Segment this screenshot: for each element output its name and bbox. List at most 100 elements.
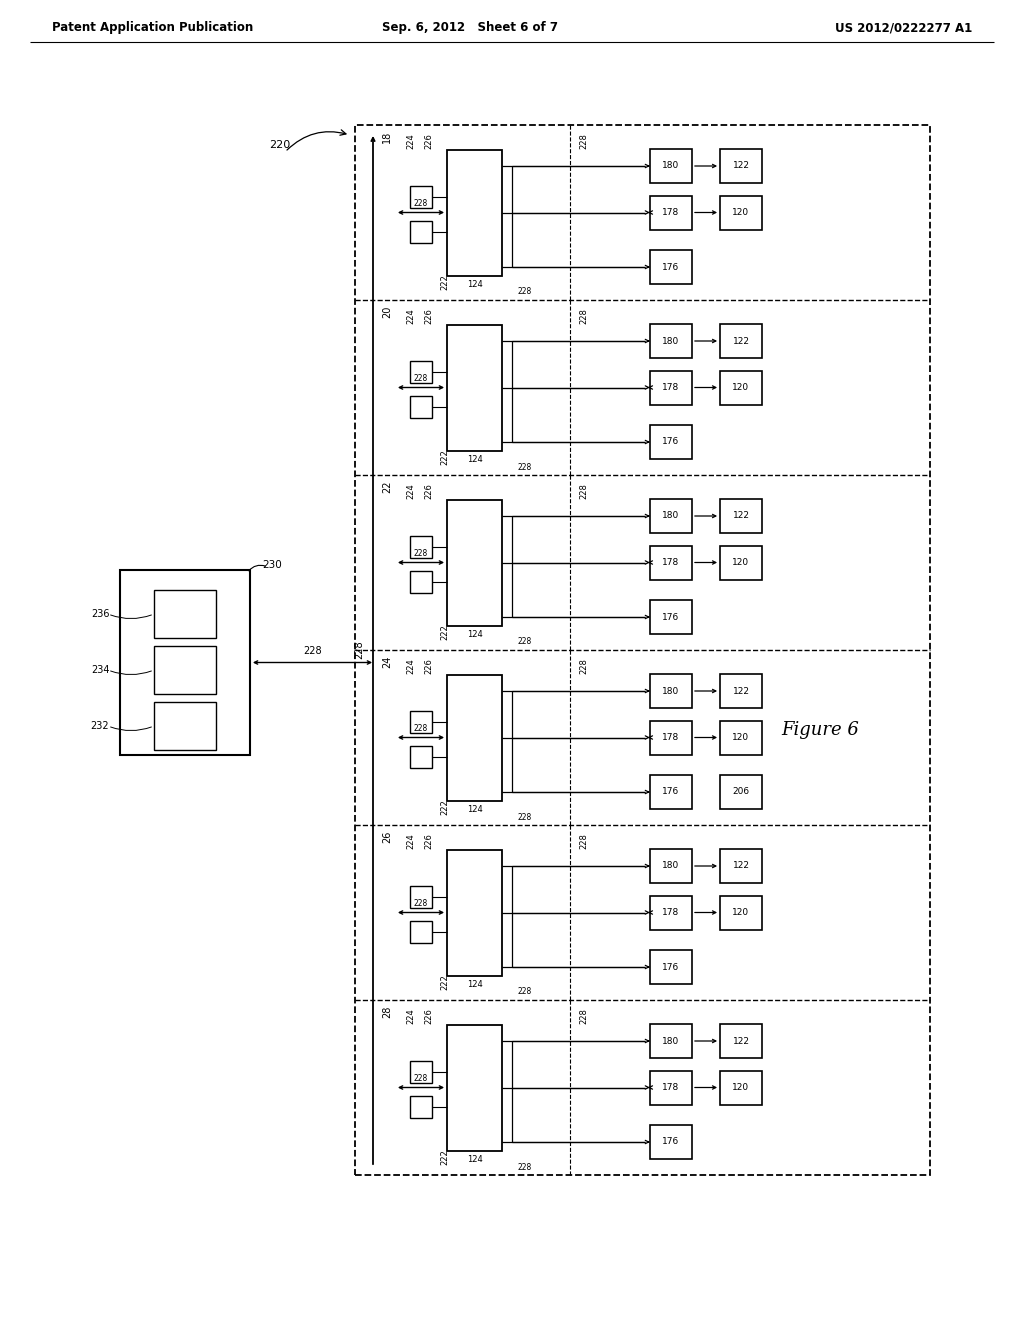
Bar <box>410 536 432 557</box>
Bar <box>447 850 502 975</box>
Bar <box>410 186 432 207</box>
Text: 120: 120 <box>732 209 750 216</box>
Text: 26: 26 <box>382 830 392 843</box>
Bar <box>447 149 502 276</box>
Text: Patent Application Publication: Patent Application Publication <box>52 21 253 34</box>
Text: 120: 120 <box>732 383 750 392</box>
Bar <box>650 545 692 579</box>
Bar <box>120 570 250 755</box>
Bar <box>720 149 762 183</box>
Text: 176: 176 <box>663 612 680 622</box>
Bar <box>410 886 432 908</box>
Text: 180: 180 <box>663 337 680 346</box>
Text: 228: 228 <box>580 483 589 499</box>
Bar <box>650 721 692 755</box>
Bar <box>650 149 692 183</box>
Text: 120: 120 <box>732 558 750 568</box>
Text: 230: 230 <box>262 560 282 570</box>
Text: 122: 122 <box>732 161 750 170</box>
Bar <box>650 499 692 533</box>
Text: 222: 222 <box>440 799 450 814</box>
Text: 224: 224 <box>407 659 416 675</box>
Text: 224: 224 <box>407 833 416 849</box>
Text: Sep. 6, 2012   Sheet 6 of 7: Sep. 6, 2012 Sheet 6 of 7 <box>382 21 558 34</box>
Text: 228: 228 <box>580 133 589 149</box>
Text: 228: 228 <box>518 813 532 821</box>
Text: 122: 122 <box>732 862 750 870</box>
Text: 180: 180 <box>663 686 680 696</box>
Text: 228: 228 <box>518 638 532 647</box>
Text: 222: 222 <box>440 1150 450 1164</box>
Text: 222: 222 <box>440 275 450 290</box>
Text: 180: 180 <box>663 1036 680 1045</box>
Text: 228: 228 <box>414 723 428 733</box>
Text: 206: 206 <box>732 788 750 796</box>
Text: 226: 226 <box>425 483 433 499</box>
Bar <box>650 675 692 708</box>
Text: 228: 228 <box>414 549 428 558</box>
Text: 122: 122 <box>732 337 750 346</box>
Bar <box>720 775 762 809</box>
Text: 228: 228 <box>414 374 428 383</box>
Bar <box>650 775 692 809</box>
Text: 178: 178 <box>663 383 680 392</box>
Text: 228: 228 <box>414 899 428 908</box>
Bar <box>720 895 762 929</box>
Text: 228: 228 <box>414 1074 428 1082</box>
Bar <box>720 323 762 358</box>
Bar <box>720 675 762 708</box>
Text: 222: 222 <box>440 624 450 640</box>
Text: 222: 222 <box>440 449 450 465</box>
Bar <box>650 425 692 459</box>
Text: 18: 18 <box>382 131 392 143</box>
Text: 178: 178 <box>663 209 680 216</box>
Text: 178: 178 <box>663 1082 680 1092</box>
Text: 224: 224 <box>407 308 416 323</box>
Text: 228: 228 <box>518 288 532 297</box>
Text: 234: 234 <box>91 665 110 675</box>
Bar <box>720 849 762 883</box>
Text: 226: 226 <box>425 133 433 149</box>
Text: 226: 226 <box>425 833 433 849</box>
Text: US 2012/0222277 A1: US 2012/0222277 A1 <box>835 21 972 34</box>
Bar <box>154 590 216 638</box>
Text: 20: 20 <box>382 306 392 318</box>
Bar <box>720 371 762 404</box>
Text: 228: 228 <box>580 308 589 323</box>
Text: 180: 180 <box>663 511 680 520</box>
Bar <box>410 360 432 383</box>
Text: 228: 228 <box>303 647 322 656</box>
Text: 222: 222 <box>440 974 450 990</box>
Text: Figure 6: Figure 6 <box>781 721 859 739</box>
Text: 176: 176 <box>663 962 680 972</box>
Text: 28: 28 <box>382 1006 392 1018</box>
Bar <box>355 125 930 1175</box>
Text: 224: 224 <box>407 133 416 149</box>
Bar <box>410 570 432 593</box>
Bar <box>410 396 432 417</box>
Text: 228: 228 <box>354 640 364 659</box>
Text: 176: 176 <box>663 788 680 796</box>
Text: 228: 228 <box>518 462 532 471</box>
Text: 232: 232 <box>91 721 110 731</box>
Text: 178: 178 <box>663 908 680 917</box>
Text: 226: 226 <box>425 308 433 323</box>
Bar <box>720 499 762 533</box>
Bar <box>650 1125 692 1159</box>
Text: 226: 226 <box>425 1008 433 1024</box>
Bar <box>154 645 216 694</box>
Bar <box>154 702 216 750</box>
Bar <box>410 746 432 767</box>
Text: 224: 224 <box>407 483 416 499</box>
Bar <box>650 1071 692 1105</box>
Text: 176: 176 <box>663 263 680 272</box>
Text: 226: 226 <box>425 659 433 675</box>
Text: 122: 122 <box>732 511 750 520</box>
Bar <box>650 950 692 983</box>
Text: 176: 176 <box>663 1138 680 1147</box>
Bar <box>650 601 692 634</box>
Bar <box>650 895 692 929</box>
Bar <box>650 323 692 358</box>
Text: 228: 228 <box>518 987 532 997</box>
Bar <box>650 849 692 883</box>
